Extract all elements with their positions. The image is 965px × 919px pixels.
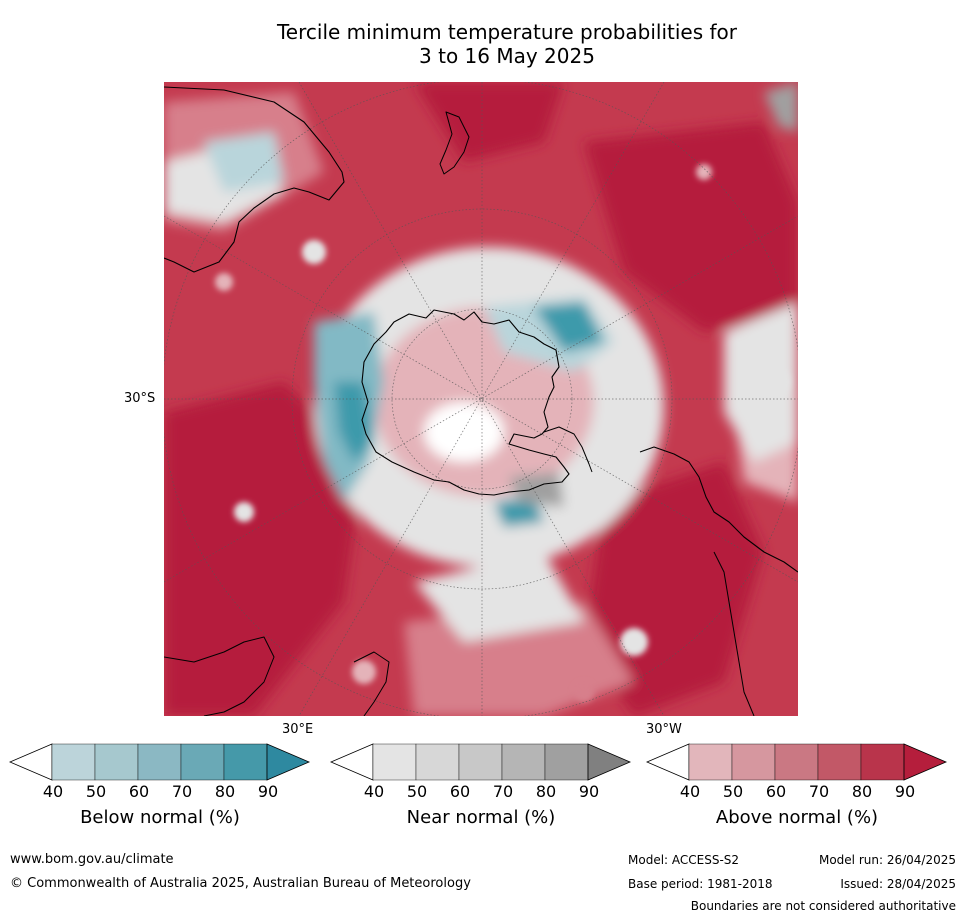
near-normal-dark-patch	[509, 472, 564, 507]
tick-label: 70	[171, 782, 193, 801]
copyright-text: © Commonwealth of Australia 2025, Austra…	[10, 876, 471, 891]
colorbar-bin-5	[544, 743, 589, 781]
colorbar-above-normal	[645, 743, 948, 781]
below-normal-south-patch	[494, 497, 544, 527]
colorbar-lower-extension	[329, 743, 374, 781]
tick-label: 80	[851, 782, 873, 801]
colorbar-upper-extension	[903, 743, 948, 781]
speckle-3	[620, 628, 648, 656]
coastlines	[164, 86, 798, 716]
colorbar-bin-2	[94, 743, 139, 781]
madagascar-coastline	[353, 651, 390, 716]
tick-label: 60	[765, 782, 787, 801]
boundaries-disclaimer: Boundaries are not considered authoritat…	[690, 899, 956, 913]
tick-label: 90	[257, 782, 279, 801]
colorbar-bin-2	[731, 743, 776, 781]
colorbar-bin-3	[137, 743, 182, 781]
tick-label: 40	[679, 782, 701, 801]
colorbar-below-normal-svg	[8, 743, 311, 781]
model-run-date: Model run: 26/04/2025	[818, 853, 956, 867]
colorbar-above-normal-title: Above normal (%)	[715, 807, 879, 828]
issued-date: Issued: 28/04/2025	[840, 877, 956, 891]
colorbar-near-normal-title: Near normal (%)	[406, 807, 556, 828]
colorbar-bin-5	[860, 743, 905, 781]
below-normal-west-core	[334, 382, 374, 462]
colorbar-bin-5	[223, 743, 268, 781]
near-normal-dark-corner	[764, 82, 798, 132]
tick-label: 70	[492, 782, 514, 801]
tick-label: 70	[808, 782, 830, 801]
title-line-1: Tercile minimum temperature probabilitie…	[276, 20, 738, 44]
colorbar-lower-extension	[8, 743, 53, 781]
meridian-30w	[298, 82, 665, 716]
south-america-coastline	[639, 446, 798, 573]
deep-above-west	[164, 382, 364, 716]
tick-label: 40	[42, 782, 64, 801]
colorbar-bin-4	[817, 743, 862, 781]
speckle-1	[234, 502, 254, 522]
new-zealand-north-coastline	[439, 111, 470, 175]
antarctic-peninsula	[543, 426, 593, 473]
near-normal-south	[414, 552, 584, 642]
below-normal-northwest	[204, 132, 284, 192]
colorbar-below-normal	[8, 743, 311, 781]
map-title: Tercile minimum temperature probabilitie…	[0, 20, 965, 68]
colorbar-bin-2	[415, 743, 460, 781]
tick-label: 50	[85, 782, 107, 801]
africa-coastline	[164, 636, 275, 716]
below-normal-north-core	[534, 302, 604, 352]
graticule	[164, 82, 798, 716]
model-name: Model: ACCESS-S2	[628, 853, 740, 867]
latitude-label-30s: 30°S	[124, 391, 156, 406]
probability-map	[164, 82, 798, 716]
tick-label: 50	[722, 782, 744, 801]
colorbar-bin-1	[688, 743, 733, 781]
title-line-2: 3 to 16 May 2025	[419, 44, 595, 68]
map-canvas	[164, 82, 798, 716]
deep-above-north	[414, 82, 564, 162]
colorbar-upper-extension	[587, 743, 632, 781]
meridian-60w	[164, 215, 798, 583]
deep-above-northeast	[584, 122, 798, 332]
colorbar-below-normal-title: Below normal (%)	[80, 807, 240, 828]
south-america-coast-2	[713, 551, 755, 716]
tick-label: 90	[578, 782, 600, 801]
tick-label: 80	[535, 782, 557, 801]
colorbar-bin-3	[458, 743, 503, 781]
australia-coastline	[164, 86, 345, 273]
tick-label: 90	[894, 782, 916, 801]
website-link[interactable]: www.bom.gov.au/climate	[10, 852, 174, 867]
colorbar-near-normal-svg	[329, 743, 632, 781]
base-period: Base period: 1981-2018	[628, 877, 773, 891]
colorbar-bin-4	[180, 743, 225, 781]
tick-label: 80	[214, 782, 236, 801]
colorbar-near-normal	[329, 743, 632, 781]
colorbar-upper-extension	[266, 743, 311, 781]
meridian-60e	[164, 215, 798, 583]
colorbar-bin-3	[774, 743, 819, 781]
speckle-4	[696, 164, 712, 180]
colorbar-bin-1	[51, 743, 96, 781]
colorbar-bin-4	[501, 743, 546, 781]
longitude-label-30w: 30°W	[646, 722, 682, 737]
colorbar-lower-extension	[645, 743, 690, 781]
antarctic-interior-white	[424, 402, 504, 462]
tick-label: 50	[406, 782, 428, 801]
tick-label: 40	[363, 782, 385, 801]
speckle-overlay	[215, 164, 790, 702]
speckle-7	[574, 682, 594, 702]
meridian-30e	[298, 82, 665, 716]
speckle-2	[215, 273, 233, 291]
colorbar-above-normal-svg	[645, 743, 948, 781]
speckle-8	[352, 660, 376, 684]
speckle-5	[302, 240, 326, 264]
tick-label: 60	[128, 782, 150, 801]
speckle-6	[758, 366, 790, 398]
tick-label: 60	[449, 782, 471, 801]
longitude-label-30e: 30°E	[282, 722, 314, 737]
colorbar-bin-1	[372, 743, 417, 781]
antarctica-coastline	[361, 309, 570, 496]
